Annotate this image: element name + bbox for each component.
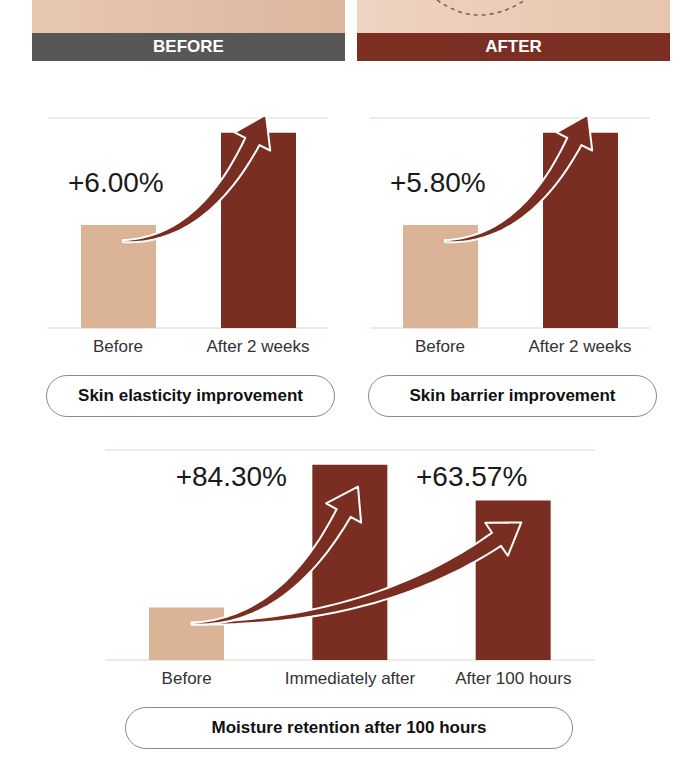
- svg-text:+84.30%: +84.30%: [176, 461, 287, 492]
- svg-text:+63.57%: +63.57%: [416, 461, 527, 492]
- html-text:AFTER: AFTER: [485, 37, 542, 56]
- html-text:Moisture retention after 100 h: Moisture retention after 100 hours: [211, 718, 487, 737]
- svg-text:Before: Before: [162, 669, 212, 688]
- svg-text:After 2 weeks: After 2 weeks: [529, 337, 632, 356]
- svg-text:After 100 hours: After 100 hours: [455, 669, 571, 688]
- svg-text:Before: Before: [415, 337, 465, 356]
- svg-text:Immediately after: Immediately after: [285, 669, 416, 688]
- svg-text:After 2 weeks: After 2 weeks: [207, 337, 310, 356]
- html-text:Skin barrier improvement: Skin barrier improvement: [409, 386, 616, 405]
- svg-text:+6.00%: +6.00%: [68, 167, 164, 198]
- svg-text:Before: Before: [93, 337, 143, 356]
- html-text:BEFORE: BEFORE: [153, 37, 224, 56]
- html-text:Skin elasticity improvement: Skin elasticity improvement: [78, 386, 303, 405]
- svg-text:+5.80%: +5.80%: [390, 167, 486, 198]
